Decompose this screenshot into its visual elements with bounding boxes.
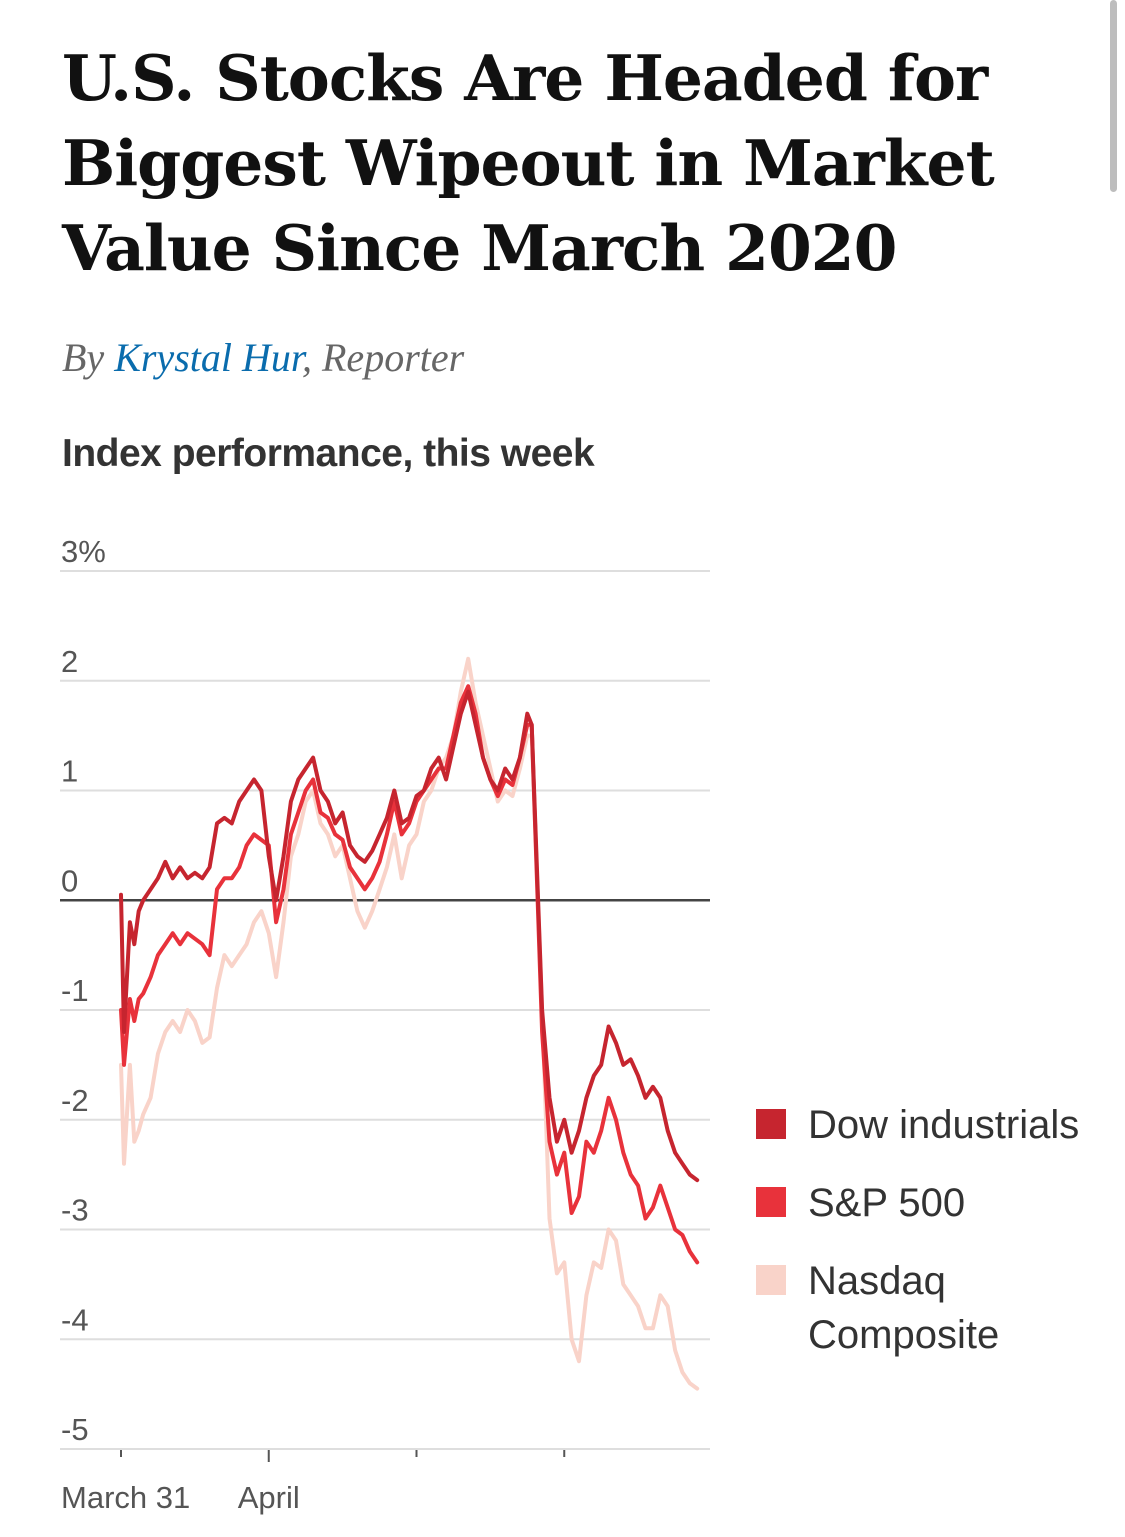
legend-label: Nasdaq Composite <box>808 1259 1000 1357</box>
byline: By Krystal Hur, Reporter <box>62 334 464 381</box>
y-tick-label: 2 <box>61 644 78 679</box>
gridlines: 3% 2 1 0 -1 -2 -3 -4 -5 <box>60 534 710 1450</box>
chart-title: Index performance, this week <box>62 432 595 475</box>
legend-swatch-icon <box>756 1109 786 1139</box>
legend-swatch-icon <box>756 1187 786 1217</box>
y-tick-label: 3% <box>61 534 106 569</box>
series-line-dow-industrials <box>119 689 700 1183</box>
legend-label: S&P 500 <box>808 1181 966 1225</box>
author-link[interactable]: Krystal Hur <box>114 335 302 380</box>
y-tick-label: -2 <box>61 1083 89 1118</box>
series-lines <box>119 656 700 1391</box>
y-tick-label: -4 <box>61 1302 89 1337</box>
legend-item: Dow industrials <box>756 1098 1116 1152</box>
y-tick-label: 0 <box>61 863 78 898</box>
x-axis: March 31 April <box>61 1450 566 1515</box>
y-tick-label: -3 <box>61 1193 89 1228</box>
legend-item: Nasdaq Composite <box>756 1254 1116 1362</box>
legend-label: Dow industrials <box>808 1103 1080 1147</box>
x-tick-label: March 31 <box>61 1480 190 1515</box>
x-tick-label: April <box>238 1480 300 1515</box>
y-tick-label: -1 <box>61 973 89 1008</box>
byline-prefix: By <box>62 335 115 380</box>
headline: U.S. Stocks Are Headed for Biggest Wipeo… <box>62 41 995 285</box>
series-line-s-p-500 <box>119 684 700 1265</box>
legend-item: S&P 500 <box>756 1176 1116 1230</box>
scrollbar[interactable] <box>1110 0 1117 192</box>
legend: Dow industrials S&P 500 Nasdaq Composite <box>756 1098 1116 1386</box>
byline-suffix: , Reporter <box>302 335 465 380</box>
legend-swatch-icon <box>756 1265 786 1295</box>
series-line-nasdaq-composite <box>119 656 700 1391</box>
y-tick-label: 1 <box>61 754 78 789</box>
y-tick-label: -5 <box>61 1412 89 1447</box>
